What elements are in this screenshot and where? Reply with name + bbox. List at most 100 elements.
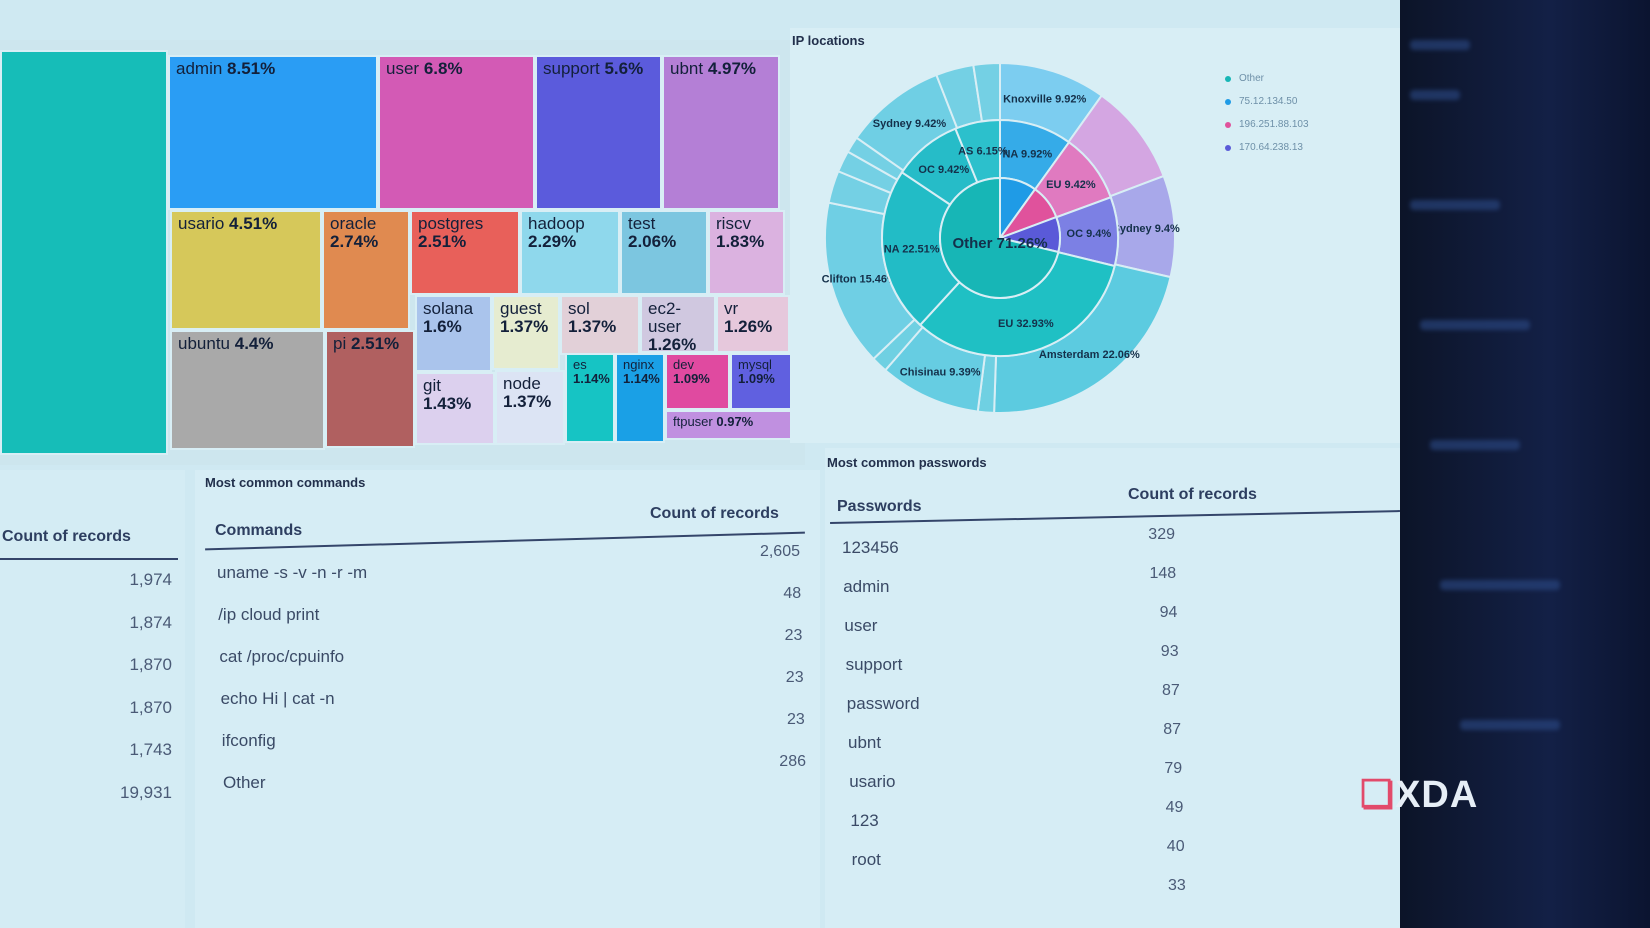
treemap-cell-pi[interactable]: pi 2.51% [325,330,415,448]
treemap-cell-es[interactable]: es 1.14% [565,353,615,443]
background-window [1400,0,1650,928]
panel-title: Most common passwords [827,455,987,470]
legend-item[interactable]: 75.12.134.50 [1225,96,1297,107]
table-row-name[interactable]: usario [849,772,896,791]
table-row-name[interactable]: admin [843,577,890,596]
treemap-cell-vr[interactable]: vr 1.26% [716,295,790,353]
table-row-name[interactable]: echo Hi | cat -n [220,689,335,708]
treemap-cell-ec2-user[interactable]: ec2-user 1.26% [640,295,716,353]
legend-item[interactable]: Other [1225,73,1264,84]
column-header-passwords[interactable]: Passwords [837,498,922,515]
legend-label: 75.12.134.50 [1239,96,1298,107]
cell-label: test [628,214,656,233]
table-row-count: 1,870 [129,697,172,717]
cell-label: pi [333,334,347,353]
cell-label: riscv [716,214,751,233]
treemap-cell-postgres[interactable]: postgres 2.51% [410,210,520,295]
treemap-cell-usario[interactable]: usario 4.51% [170,210,322,330]
table-row-count: 33 [1168,877,1186,894]
sunburst-label: Amsterdam 22.06% [1039,349,1140,361]
treemap-cell-ubnt[interactable]: ubnt 4.97% [662,55,780,210]
table-row-count: 94 [1159,604,1178,621]
cell-percent: 2.06% [628,232,677,251]
table-row-name[interactable]: root [851,850,881,869]
table-row-name[interactable]: 123456 [842,538,899,557]
table-row-count: 23 [787,711,805,728]
cell-label: sol [568,299,590,318]
sunburst-label: Knoxville 9.92% [1003,93,1086,105]
cell-percent: 1.37% [500,317,549,336]
cell-percent: 2.74% [330,232,379,251]
legend-label: 170.64.238.13 [1239,142,1303,153]
table-row-count: 87 [1163,721,1181,738]
cell-label: solana [423,299,474,318]
column-header-count[interactable]: Count of records [1128,486,1257,503]
table-row-count: 2,605 [759,543,800,560]
treemap-cell-ftpuser[interactable]: ftpuser 0.97% [665,410,798,440]
column-header-commands[interactable]: Commands [215,522,303,539]
treemap-cell-node[interactable]: node 1.37% [495,370,565,445]
cell-percent: 6.8% [423,59,463,78]
treemap-cell-nginx[interactable]: nginx 1.14% [615,353,665,443]
cell-percent: 5.6% [604,59,644,78]
treemap-cell-support[interactable]: support 5.6% [535,55,662,210]
legend-label: 196.251.88.103 [1239,119,1309,130]
table-row-count: 1,974 [129,570,172,589]
table-row-name[interactable]: Other [223,773,266,792]
cell-label: ftpuser [673,414,713,429]
treemap-cell-riscv[interactable]: riscv 1.83% [708,210,785,295]
treemap-cell-admin[interactable]: admin 8.51% [168,55,378,210]
cell-percent: 0.97% [716,414,754,429]
treemap-cell-root[interactable] [0,50,168,455]
table-row-name[interactable]: ubnt [848,733,882,752]
cell-label: node [503,374,541,393]
legend-item[interactable]: 196.251.88.103 [1225,119,1309,130]
table-row-count: 329 [1148,526,1175,543]
table-row-name[interactable]: ifconfig [221,731,276,750]
treemap-cell-dev[interactable]: dev 1.09% [665,353,730,410]
legend-item[interactable]: 170.64.238.13 [1225,142,1303,153]
table-row-name[interactable]: password [846,694,920,713]
column-header-count[interactable]: Count of records [650,505,779,522]
treemap-cell-sol[interactable]: sol 1.37% [560,295,640,355]
table-row-name[interactable]: /ip cloud print [218,605,320,624]
cell-percent: 1.43% [423,394,472,413]
cell-percent: 2.51% [418,232,467,251]
sunburst-label: OC 9.42% [918,164,969,176]
cell-label: support [543,59,600,78]
treemap-cell-solana[interactable]: solana 1.6% [415,295,492,372]
cell-percent: 1.14% [573,371,610,386]
table-row-name[interactable]: cat /proc/cpuinfo [219,647,345,666]
column-header-count[interactable]: Count of records [2,528,131,545]
treemap-cell-mysql[interactable]: mysql 1.09% [730,353,795,410]
sunburst-label: OC 9.4% [1067,228,1112,240]
table-row-name[interactable]: user [844,616,878,635]
table-row-count: 40 [1166,838,1185,855]
table-row-name[interactable]: 123 [850,811,879,830]
legend-dot [1225,98,1231,105]
treemap-cell-git[interactable]: git 1.43% [415,372,495,445]
cell-label: oracle [330,214,377,233]
table-row-name[interactable]: support [845,655,903,674]
table-row-count: 23 [785,669,804,686]
cell-label: postgres [418,214,484,233]
sunburst-slice-inner[interactable] [939,176,1060,299]
treemap-cell-oracle[interactable]: oracle 2.74% [322,210,410,330]
treemap-cell-hadoop[interactable]: hadoop 2.29% [520,210,620,295]
sunburst-label: Chisinau 9.39% [900,367,981,379]
cell-percent: 4.4% [234,334,274,353]
table-row-count: 286 [779,753,806,770]
cell-label: user [386,59,420,78]
table-row-count: 1,743 [129,740,172,759]
treemap-cell-test[interactable]: test 2.06% [620,210,708,295]
cell-percent: 2.29% [528,232,577,251]
treemap-cell-guest[interactable]: guest 1.37% [492,295,560,370]
left-table-partial: Count of records 1,974 1,874 1,870 1,870 1,7… [0,470,185,928]
cell-percent: 1.14% [623,371,660,386]
treemap-cell-user[interactable]: user 6.8% [378,55,535,210]
sunburst-label: Clifton 15.46% [822,273,897,285]
table-row-count: 48 [783,585,802,602]
table-row-name[interactable]: uname -s -v -n -r -m [217,563,368,582]
treemap-cell-ubuntu[interactable]: ubuntu 4.4% [170,330,325,450]
cell-label: hadoop [528,214,585,233]
